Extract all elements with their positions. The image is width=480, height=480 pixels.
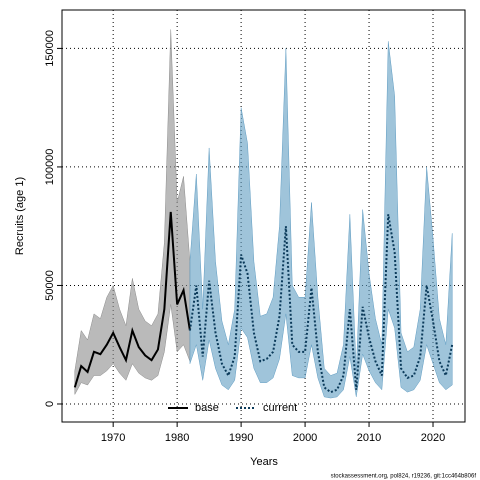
x-axis-label: Years	[250, 456, 278, 468]
y-tick-label: 100000	[44, 149, 56, 186]
x-tick-label: 2020	[421, 432, 445, 444]
y-tick-label: 50000	[44, 270, 56, 301]
confidence-band	[74, 29, 191, 395]
x-tick-label: 2010	[357, 432, 381, 444]
y-tick-label: 150000	[44, 30, 56, 67]
plot-frame	[61, 9, 466, 423]
y-axis-label: Recruits (age 1)	[14, 177, 26, 255]
confidence-band	[189, 41, 453, 399]
series-line	[73, 211, 191, 388]
x-tick-label: 1980	[165, 432, 189, 444]
legend-label: base	[195, 402, 219, 414]
footnote: stockassessment.org, pol824, r19236, git…	[331, 474, 477, 480]
x-tick-label: 1990	[229, 432, 253, 444]
x-tick-label: 2000	[293, 432, 317, 444]
x-tick-label: 1970	[101, 432, 125, 444]
series-line	[188, 214, 454, 394]
y-tick-label: 0	[44, 401, 56, 407]
legend-label: current	[263, 402, 297, 414]
